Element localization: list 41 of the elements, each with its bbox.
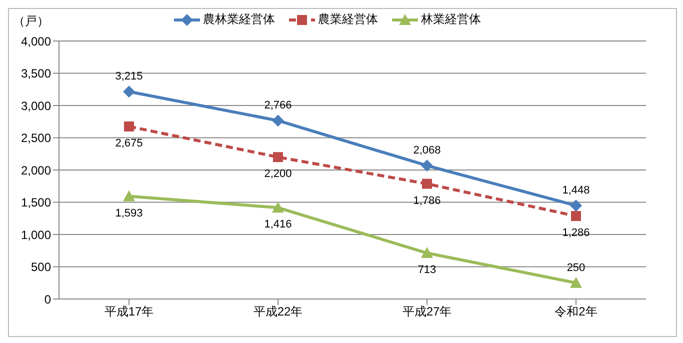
data-label: 2,766	[264, 100, 292, 112]
x-tick-label: 平成22年	[253, 304, 303, 319]
data-label: 1,786	[413, 194, 441, 207]
data-label: 713	[418, 264, 436, 276]
y-tick-label: 1,500	[20, 196, 52, 210]
y-tick-label: 3,500	[20, 66, 52, 81]
point	[571, 211, 581, 222]
point	[123, 86, 135, 98]
y-tick-label: 0	[44, 292, 52, 306]
data-label: 1,448	[562, 184, 590, 197]
y-tick-label: 2,000	[20, 163, 52, 178]
point	[421, 247, 433, 258]
point	[570, 276, 582, 288]
point	[124, 121, 134, 132]
y-axis-title: （戸）	[13, 13, 49, 30]
data-label: 1,593	[115, 207, 143, 220]
x-tick-label: 令和2年	[554, 304, 598, 319]
data-label: 250	[566, 262, 586, 274]
point	[123, 190, 135, 202]
legend-label: 農林業経営体	[203, 11, 275, 28]
x-tick-label: 平成27年	[402, 304, 452, 319]
point	[272, 114, 284, 127]
y-tick-label: 1,000	[20, 228, 52, 242]
point	[272, 202, 284, 213]
point	[421, 160, 433, 172]
point	[422, 178, 432, 189]
y-tick-label: 2,500	[20, 131, 52, 146]
y-tick-label: 3,000	[20, 98, 52, 113]
y-tick-label: 500	[30, 260, 52, 274]
data-label: 2,675	[115, 137, 143, 150]
data-label: 2,200	[264, 168, 292, 180]
legend-label: 林業経営体	[421, 11, 481, 28]
data-label: 1,286	[562, 227, 590, 240]
data-label: 3,215	[115, 70, 143, 83]
point	[273, 152, 283, 162]
y-tick-label: 4,000	[20, 34, 52, 48]
point	[570, 200, 582, 212]
data-label: 2,068	[413, 144, 441, 157]
legend-label: 農業経営体	[318, 11, 378, 28]
data-label: 1,416	[264, 218, 292, 231]
x-tick-label: 平成17年	[104, 304, 154, 319]
